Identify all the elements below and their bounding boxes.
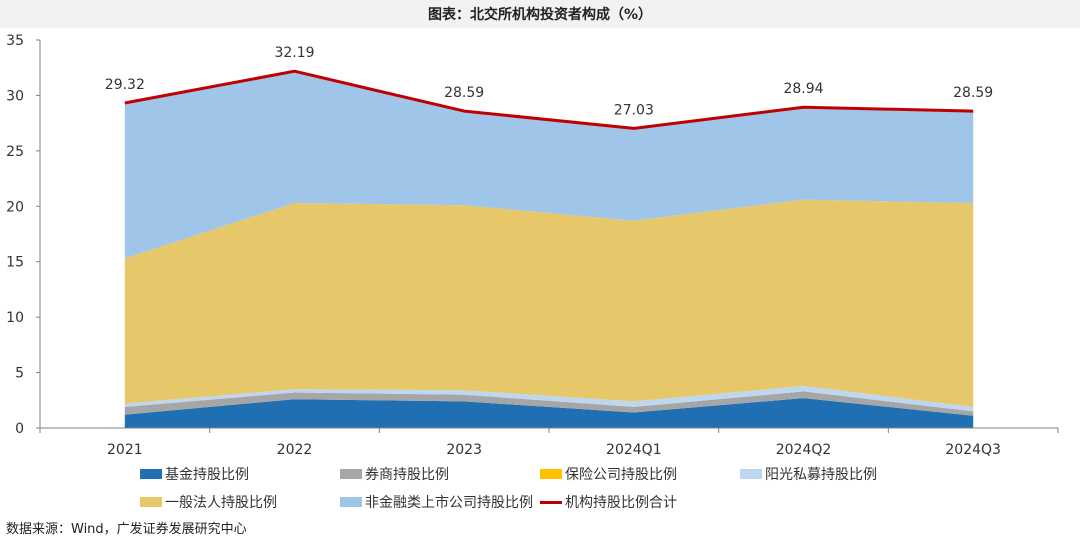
x-tick-label: 2021 — [107, 442, 143, 458]
x-tick-label: 2022 — [277, 442, 313, 458]
legend-swatch-nonfin — [340, 497, 362, 507]
area-series-0 — [124, 398, 974, 428]
area-series-5 — [124, 71, 974, 259]
legend-item-total: 机构持股比例合计 — [540, 492, 677, 512]
total-line — [124, 69, 974, 130]
x-tick-label: 2024Q1 — [606, 442, 662, 458]
total-data-label: 29.32 — [105, 77, 145, 93]
legend-label-broker: 券商持股比例 — [365, 467, 449, 483]
y-tick-label: 30 — [6, 88, 24, 104]
title-bar — [0, 0, 1080, 28]
y-tick-label: 20 — [6, 199, 24, 215]
x-tick-label: 2024Q2 — [776, 442, 832, 458]
chart-title: 图表：北交所机构投资者构成（%） — [427, 7, 653, 23]
legend-item-insurance: 保险公司持股比例 — [540, 464, 677, 484]
total-data-label: 28.59 — [444, 85, 484, 101]
legend-label-nonfin: 非金融类上市公司持股比例 — [365, 495, 533, 511]
total-data-label: 28.59 — [953, 85, 993, 101]
legend-swatch-fund — [140, 469, 162, 479]
area-series-1 — [124, 391, 974, 416]
legend-swatch-corporate — [140, 497, 162, 507]
y-tick-label: 35 — [6, 33, 24, 49]
y-tick-label: 0 — [15, 421, 24, 437]
legend-swatch-private — [740, 469, 762, 479]
legend-label-corporate: 一般法人持股比例 — [165, 495, 277, 511]
legend-item-nonfin: 非金融类上市公司持股比例 — [340, 492, 533, 512]
legend-swatch-total — [540, 500, 562, 504]
y-tick-label: 5 — [15, 366, 24, 382]
legend-item-broker: 券商持股比例 — [340, 464, 449, 484]
legend-swatch-broker — [340, 469, 362, 479]
x-tick-label: 2023 — [446, 442, 482, 458]
legend-swatch-insurance — [540, 469, 562, 479]
y-tick-label: 10 — [6, 310, 24, 326]
total-data-label: 32.19 — [274, 45, 314, 61]
total-data-label: 28.94 — [783, 81, 823, 97]
area-series-3 — [124, 385, 974, 412]
legend-label-private: 阳光私募持股比例 — [765, 467, 877, 483]
legend-item-corporate: 一般法人持股比例 — [140, 492, 277, 512]
source-note: 数据来源：Wind，广发证券发展研究中心 — [6, 522, 247, 537]
total-data-label: 27.03 — [614, 102, 654, 118]
legend-label-fund: 基金持股比例 — [165, 467, 249, 483]
legend-item-fund: 基金持股比例 — [140, 464, 249, 484]
legend-label-total: 机构持股比例合计 — [565, 495, 677, 511]
x-tick-label: 2024Q3 — [945, 442, 1001, 458]
y-tick-label: 15 — [6, 255, 24, 271]
y-tick-label: 25 — [6, 144, 24, 160]
chart-svg: 0 5 10 15 20 25 30 35 2021 2022 2023 2024Q1 2024Q2 20… — [6, 33, 1059, 458]
legend-label-insurance: 保险公司持股比例 — [565, 467, 677, 483]
legend-item-private: 阳光私募持股比例 — [740, 464, 877, 484]
area-series-4 — [124, 199, 974, 407]
